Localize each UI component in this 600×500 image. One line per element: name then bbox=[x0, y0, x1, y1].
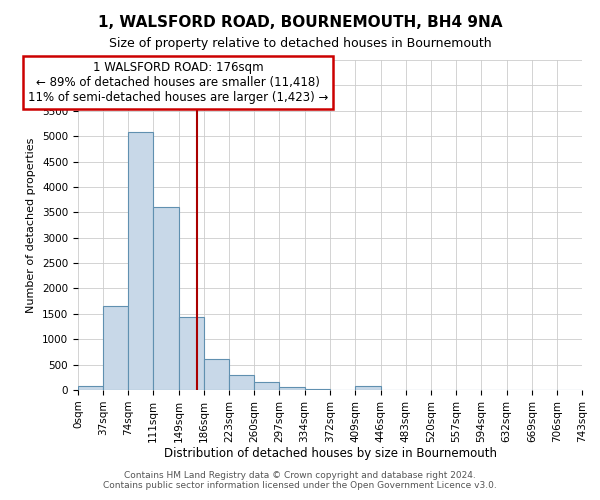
Bar bbox=[254, 382, 280, 390]
Bar bbox=[128, 132, 153, 390]
Y-axis label: Number of detached properties: Number of detached properties bbox=[26, 138, 37, 312]
Text: 1, WALSFORD ROAD, BOURNEMOUTH, BH4 9NA: 1, WALSFORD ROAD, BOURNEMOUTH, BH4 9NA bbox=[98, 15, 502, 30]
Bar bbox=[179, 318, 204, 390]
Bar bbox=[204, 359, 229, 390]
Text: Contains HM Land Registry data © Crown copyright and database right 2024.
Contai: Contains HM Land Registry data © Crown c… bbox=[103, 470, 497, 490]
Text: 1 WALSFORD ROAD: 176sqm
← 89% of detached houses are smaller (11,418)
11% of sem: 1 WALSFORD ROAD: 176sqm ← 89% of detache… bbox=[28, 61, 329, 104]
Bar bbox=[103, 306, 128, 390]
Bar bbox=[153, 207, 179, 390]
Bar bbox=[78, 386, 103, 390]
Bar bbox=[280, 387, 305, 390]
Text: Size of property relative to detached houses in Bournemouth: Size of property relative to detached ho… bbox=[109, 38, 491, 51]
Bar bbox=[229, 375, 254, 390]
Bar bbox=[355, 386, 380, 390]
X-axis label: Distribution of detached houses by size in Bournemouth: Distribution of detached houses by size … bbox=[163, 448, 497, 460]
